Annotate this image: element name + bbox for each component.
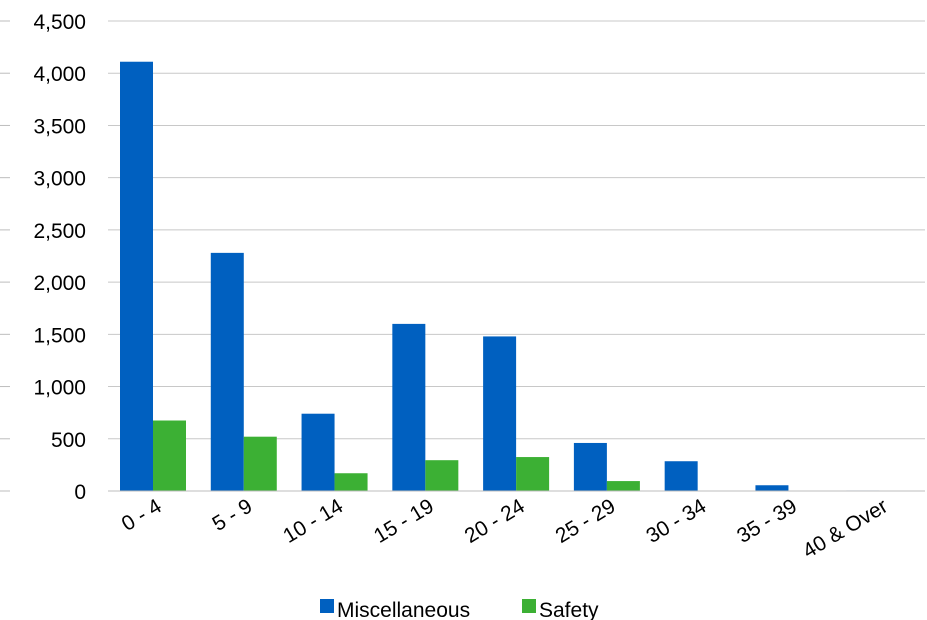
x-tick-label-35-39: 35 - 39 <box>733 495 801 548</box>
x-tick-label-0-4: 0 - 4 <box>118 494 166 536</box>
y-tick-label-4000: 4,000 <box>33 63 86 86</box>
x-tick-label-5-9: 5 - 9 <box>208 495 256 536</box>
bar-safety-15-19 <box>425 460 459 491</box>
bar-miscellaneous-0-4 <box>120 61 153 491</box>
x-tick-label-40-over: 40 & Over <box>799 495 892 563</box>
legend-label-safety: Safety <box>539 599 599 620</box>
y-tick-label-2000: 2,000 <box>33 272 86 295</box>
y-tick-label-2500: 2,500 <box>33 220 86 243</box>
bar-safety-20-24 <box>516 457 550 491</box>
bar-safety-25-29 <box>606 481 640 491</box>
x-tick-label-30-34: 30 - 34 <box>642 494 710 548</box>
legend-swatch-safety <box>522 599 536 613</box>
y-tick-label-500: 500 <box>51 429 86 452</box>
y-tick-label-3000: 3,000 <box>33 168 86 191</box>
legend-label-miscellaneous: Miscellaneous <box>337 599 470 620</box>
bar-safety-5-9 <box>243 436 277 491</box>
bars <box>120 61 880 491</box>
bar-safety-10-14 <box>334 473 368 491</box>
y-tick-label-3500: 3,500 <box>33 115 86 138</box>
legend: Miscellaneous Safety <box>320 599 599 620</box>
x-tick-label-20-24: 20 - 24 <box>461 494 529 548</box>
bar-miscellaneous-5-9 <box>210 252 244 491</box>
bar-miscellaneous-20-24 <box>483 336 517 491</box>
y-axis-ticks: 0 500 1,000 1,500 2,000 2,500 3,000 3,500 4,000 4… <box>33 11 86 504</box>
x-tick-label-25-29: 25 - 29 <box>552 495 620 548</box>
bar-miscellaneous-25-29 <box>573 442 607 491</box>
x-tick-label-10-14: 10 - 14 <box>279 494 347 548</box>
bar-miscellaneous-15-19 <box>392 323 426 491</box>
legend-swatch-miscellaneous <box>320 599 334 613</box>
bar-miscellaneous-35-39 <box>755 485 789 491</box>
x-axis-ticks: 0 - 4 5 - 9 10 - 14 15 - 19 20 - 24 25 - 29 30… <box>118 494 892 563</box>
bar-miscellaneous-30-34 <box>664 461 698 491</box>
x-tick-label-15-19: 15 - 19 <box>370 495 438 548</box>
y-tick-label-1000: 1,000 <box>33 377 86 400</box>
bar-safety-0-4 <box>153 420 186 491</box>
bar-miscellaneous-10-14 <box>301 413 335 491</box>
y-tick-label-1500: 1,500 <box>33 324 86 347</box>
y-tick-label-0: 0 <box>74 481 86 504</box>
y-tick-label-4500: 4,500 <box>33 11 86 34</box>
